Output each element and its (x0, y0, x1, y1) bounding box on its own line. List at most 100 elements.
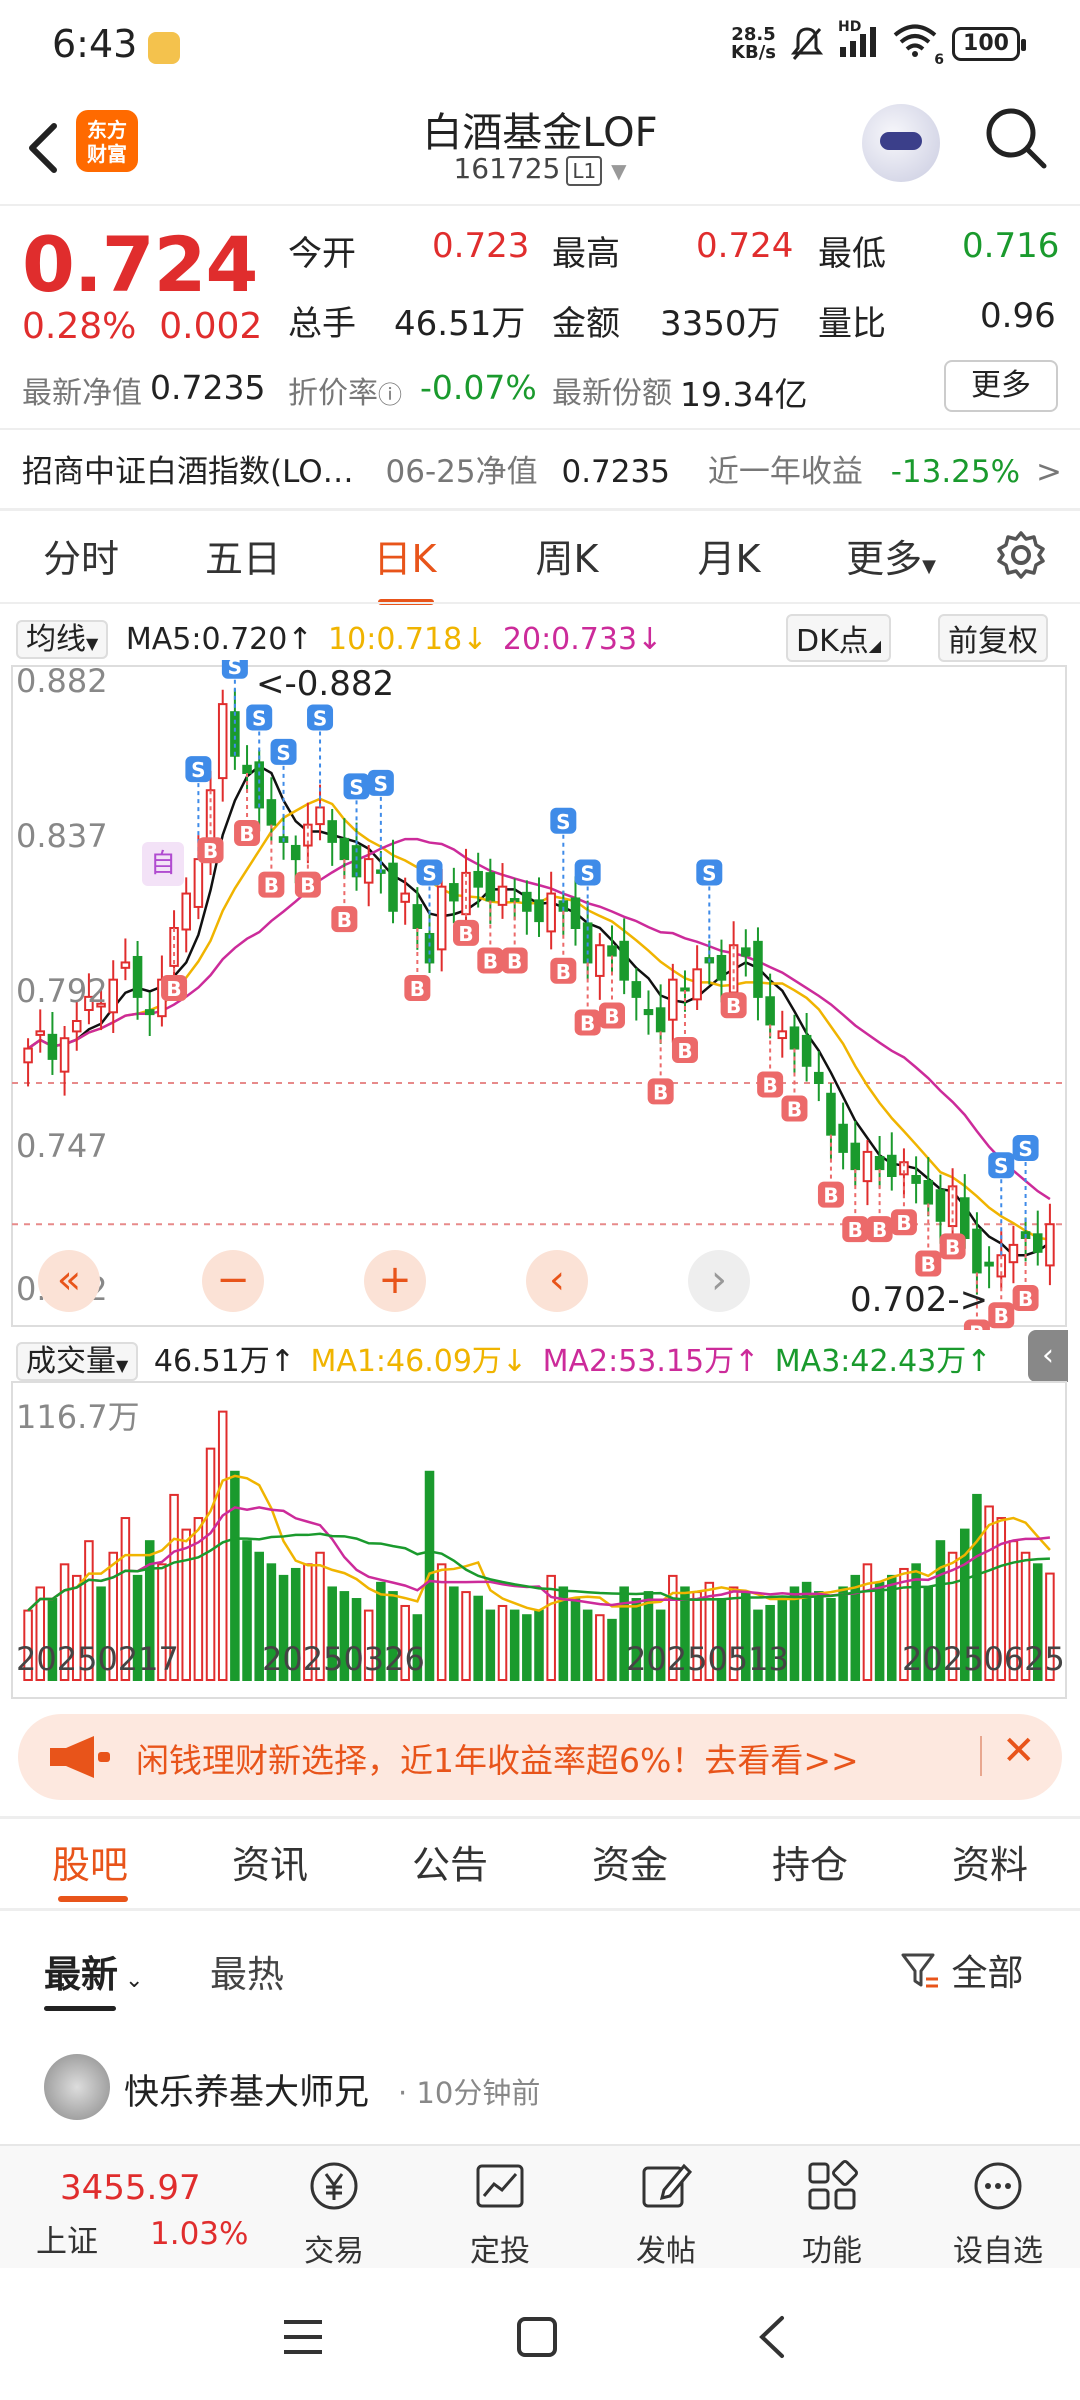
volume-select[interactable]: 成交量▼ (16, 1342, 139, 1381)
close-icon[interactable]: ✕ (1002, 1728, 1036, 1774)
collapse-panel-button[interactable]: ‹ (1028, 1330, 1068, 1382)
volume-bar (631, 1598, 642, 1681)
candle-body (436, 885, 447, 951)
dk-points-button[interactable]: DK点◢ (786, 614, 892, 662)
volume-bar (1032, 1563, 1043, 1682)
volume-bar (570, 1598, 581, 1681)
back-nav-icon[interactable] (756, 2314, 786, 2360)
ratio-label: 量比 (818, 304, 886, 344)
candle-body (972, 1228, 982, 1274)
promo-text: 闲钱理财新选择，近1年收益率超6%！去看看>> (136, 1741, 859, 1780)
tabs-divider (0, 602, 1080, 604)
chart-settings-button[interactable] (996, 530, 1046, 580)
tab-daily-k[interactable]: 日K (324, 528, 486, 605)
dropdown-icon: ▼ (922, 555, 936, 577)
scroll-right-button[interactable]: › (688, 1250, 750, 1312)
candle-body (850, 1142, 861, 1171)
tab-intraday[interactable]: 分时 (42, 536, 119, 581)
volume-bar (753, 1609, 763, 1681)
home-icon[interactable] (516, 2316, 558, 2358)
battery-icon: 100 (952, 27, 1026, 61)
tab-monthly-k[interactable]: 月K (697, 536, 761, 581)
volume-bar (132, 1574, 143, 1681)
filter-all-button[interactable]: 全部 (900, 1944, 1023, 1996)
fixed-invest-button[interactable]: 定投 (420, 2146, 580, 2270)
post-time: · 10分钟前 (398, 2076, 541, 2110)
discount-label[interactable]: 折价率ⓘ (288, 376, 402, 411)
sort-latest[interactable]: 最新 ⌄ (44, 1953, 144, 1996)
back-button[interactable] (22, 118, 62, 192)
functions-button[interactable]: 功能 (752, 2146, 912, 2270)
buy-tag (671, 1037, 698, 1063)
sell-tag (367, 769, 394, 796)
zoom-out-button[interactable]: − (202, 1250, 264, 1312)
volume-bar (144, 1540, 155, 1681)
avatar[interactable] (44, 2054, 110, 2120)
zoom-in-button[interactable]: + (364, 1250, 426, 1312)
sort-hot[interactable]: 最热 (210, 1953, 284, 1996)
ma-select[interactable]: 均线▼ (16, 620, 109, 659)
volume-bar (96, 1586, 106, 1682)
trade-button[interactable]: 交易 (254, 2146, 414, 2270)
candlestick-chart[interactable]: SSSSSSSSBBBBBBBBBBBBBBBBBBBBBBBBBBBSSSSS… (0, 660, 1080, 1330)
svg-text:S: S (349, 775, 363, 799)
tab-weekly-k[interactable]: 周K (535, 536, 599, 581)
menu-icon[interactable] (282, 2318, 324, 2356)
svg-text:S: S (252, 706, 266, 730)
tab-news[interactable]: 资讯 (231, 1843, 308, 1887)
volume-bar (619, 1586, 629, 1682)
sell-tag (696, 859, 723, 886)
candle-body (315, 806, 325, 826)
index-change: 1.03% (150, 2216, 249, 2252)
buy-tag (501, 947, 528, 974)
assistant-robot-icon[interactable] (862, 104, 940, 182)
x-tick-3: 20250625 (902, 1640, 1065, 1678)
notification-app-icon (148, 32, 180, 64)
tab-capital[interactable]: 资金 (591, 1843, 668, 1887)
volume-ma-line (27, 1474, 1051, 1612)
scroll-left-button[interactable]: ‹ (526, 1250, 588, 1312)
volume-bar (120, 1517, 131, 1681)
high-value: 0.724 (696, 226, 794, 266)
mute-icon (790, 27, 824, 60)
volume-bar (509, 1609, 520, 1681)
volume-chart[interactable] (0, 1380, 1080, 1700)
candle-body (120, 961, 131, 969)
index-row[interactable]: 招商中证白酒指数(LO… 06-25净值 0.7235 近一年收益 -13.25… (22, 454, 1062, 490)
market-index[interactable]: 3455.97 上证 1.03% (0, 2146, 300, 2270)
post-button[interactable]: 发帖 (586, 2146, 746, 2270)
volume-bar (801, 1581, 812, 1681)
sell-tag (307, 704, 334, 731)
candle-body (144, 1009, 155, 1016)
sell-tag (988, 1152, 1015, 1179)
volume-bar (351, 1598, 362, 1681)
y-axis-label: 0.747 (16, 1127, 108, 1165)
post-username[interactable]: 快乐养基大师兄 (124, 2073, 370, 2113)
svg-text:B: B (787, 1098, 802, 1122)
tab-more[interactable]: 更多▼ (846, 536, 936, 581)
volume-bar (765, 1604, 775, 1681)
tab-forum[interactable]: 股吧 (0, 1820, 180, 1910)
search-button[interactable] (984, 106, 1047, 169)
volume-bar (315, 1551, 325, 1681)
svg-text:S: S (994, 1154, 1008, 1178)
buy-tag (963, 1319, 990, 1330)
tab-profile[interactable]: 资料 (951, 1843, 1028, 1887)
adjust-button[interactable]: 前复权 (938, 614, 1048, 662)
svg-text:B: B (556, 960, 571, 984)
more-button[interactable]: 更多 (944, 360, 1058, 412)
add-watchlist-button[interactable]: 设自选 (918, 2146, 1078, 2270)
volume-bar (497, 1604, 508, 1681)
ma20-value: 20:0.733 (502, 622, 638, 657)
candle-body (254, 761, 264, 809)
candle-body (473, 870, 483, 888)
nav-label: 最新净值 (22, 376, 142, 411)
tab-holdings[interactable]: 持仓 (771, 1843, 848, 1887)
zoom-fit-button[interactable]: « (38, 1250, 100, 1312)
tab-five-day[interactable]: 五日 (204, 536, 281, 581)
tab-announcements[interactable]: 公告 (411, 1843, 488, 1887)
volume-bar (376, 1581, 386, 1681)
fund-code[interactable]: 161725 L1 ▼ (453, 152, 627, 186)
signal-icon: HD (838, 19, 878, 63)
promo-banner[interactable]: 闲钱理财新选择，近1年收益率超6%！去看看>> ✕ (18, 1714, 1062, 1800)
